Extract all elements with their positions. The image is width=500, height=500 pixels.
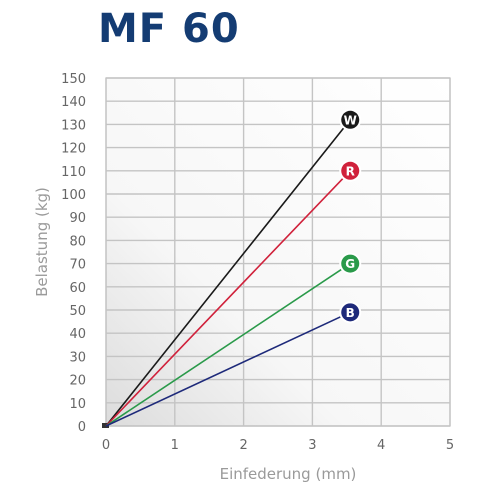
y-tick-label: 0 (78, 420, 86, 435)
grid-lines (102, 77, 451, 428)
y-tick-label: 150 (61, 72, 86, 87)
series-marker-w: W (339, 108, 362, 131)
series-name-label: G (345, 257, 355, 271)
x-axis-label: Einfederung (mm) (220, 465, 357, 483)
y-axis-label: Belastung (kg) (33, 187, 51, 297)
series-line-g (105, 262, 351, 427)
y-tick-label: 10 (69, 397, 86, 412)
y-tick-label: 40 (69, 327, 86, 342)
series-marker-b: B (339, 301, 362, 324)
series-name-label: B (346, 306, 355, 320)
y-tick-label: 60 (69, 281, 86, 296)
x-tick-label: 0 (102, 438, 110, 453)
y-tick-label: 80 (69, 234, 86, 249)
series-markers: W R G B (339, 108, 362, 324)
y-tick-label: 110 (61, 165, 86, 180)
series-line-r (105, 170, 351, 427)
y-tick-label: 70 (69, 258, 86, 273)
marker-dot (341, 110, 360, 129)
chart-title: MF 60 (98, 6, 240, 52)
y-tick-labels: 0 10 20 30 40 50 60 70 80 90 100 110 120 130 140 150 (61, 72, 86, 435)
x-tick-label: 1 (171, 438, 179, 453)
x-tick-label: 4 (377, 438, 385, 453)
x-tick-label: 2 (239, 438, 247, 453)
y-tick-label: 30 (69, 350, 86, 365)
plot-area (105, 77, 451, 427)
y-tick-label: 130 (61, 118, 86, 133)
y-tick-label: 50 (69, 304, 86, 319)
y-tick-label: 140 (61, 95, 86, 110)
y-tick-label: 20 (69, 374, 86, 389)
y-tick-label: 100 (61, 188, 86, 203)
series-line-b (105, 311, 351, 427)
marker-dot (341, 161, 360, 180)
x-tick-labels: 0 1 2 3 4 5 (102, 438, 454, 453)
marker-dot (341, 303, 360, 322)
series-line-w (105, 119, 351, 427)
x-tick-label: 3 (308, 438, 316, 453)
marker-dot (341, 254, 360, 273)
series-name-label: W (344, 113, 357, 127)
series-marker-g: G (339, 252, 362, 275)
x-tick-label: 5 (446, 438, 454, 453)
series-name-label: R (346, 164, 355, 178)
y-tick-label: 120 (61, 142, 86, 157)
y-tick-label: 90 (69, 211, 86, 226)
series-lines (105, 119, 351, 427)
series-marker-r: R (339, 159, 362, 182)
